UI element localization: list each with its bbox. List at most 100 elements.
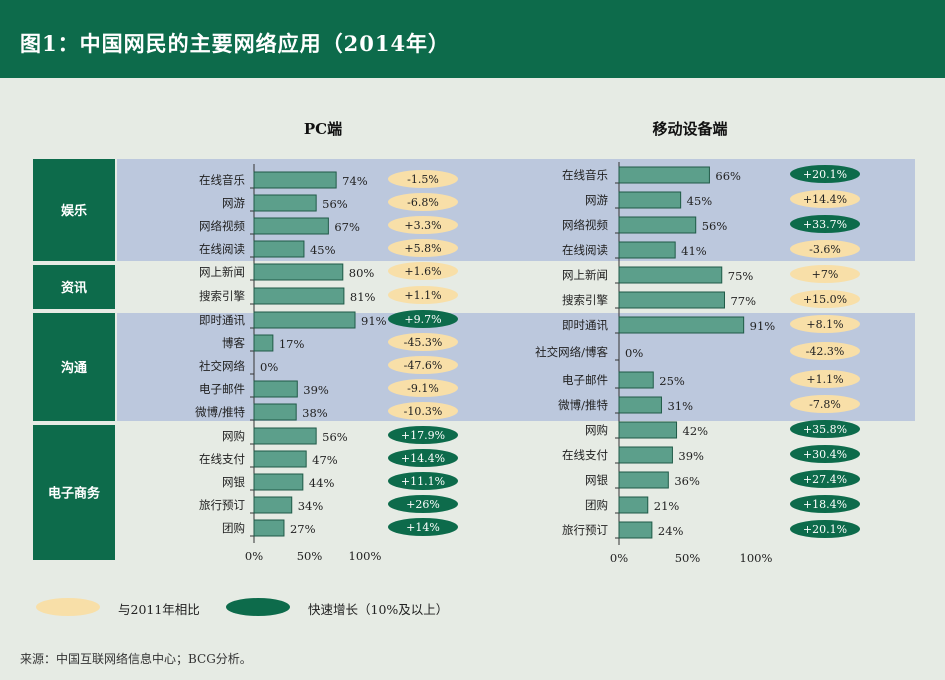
bar-value-label: 91% <box>750 319 776 333</box>
bar <box>618 241 676 259</box>
change-badge-label: +9.7% <box>404 313 441 326</box>
bar <box>618 291 725 309</box>
legend-normal-swatch <box>36 598 100 616</box>
bar-category-label: 旅行预订 <box>562 523 608 537</box>
change-badge <box>790 265 860 283</box>
change-badge-label: -9.1% <box>407 382 439 395</box>
change-badge <box>790 395 860 413</box>
change-badge-label: +18.4% <box>803 498 847 511</box>
bar-value-label: 91% <box>361 314 387 328</box>
bar-value-label: 45% <box>687 194 713 208</box>
bar-category-label: 在线音乐 <box>562 168 608 182</box>
change-badge <box>790 240 860 258</box>
bar-value-label: 45% <box>310 243 336 257</box>
change-badge-label: +20.1% <box>803 168 847 181</box>
bar-category-label: 电子邮件 <box>199 382 245 396</box>
bar-value-label: 81% <box>350 290 376 304</box>
bar <box>618 396 662 414</box>
bar-category-label: 微博/推特 <box>558 398 608 412</box>
bar-value-label: 56% <box>702 219 728 233</box>
bar-category-label: 旅行预订 <box>199 498 245 512</box>
category-box <box>33 159 115 261</box>
category-box <box>33 425 115 560</box>
bar-value-label: 39% <box>303 383 329 397</box>
bar <box>253 334 274 352</box>
x-tick-label: 0% <box>245 549 263 563</box>
bar-category-label: 博客 <box>222 336 245 350</box>
change-badge <box>790 342 860 360</box>
bar-category-label: 搜索引擎 <box>562 293 608 307</box>
change-badge-fast <box>790 420 860 438</box>
bar-value-label: 67% <box>334 220 360 234</box>
bar <box>253 473 304 491</box>
panel-title: PC端 <box>304 120 342 138</box>
bar <box>253 287 345 305</box>
bar-category-label: 在线阅读 <box>199 242 245 256</box>
bar-value-label: 42% <box>683 424 709 438</box>
band-0 <box>117 159 915 261</box>
change-badge-label: +3.3% <box>404 219 441 232</box>
change-badge-label: +14.4% <box>803 193 847 206</box>
bar-category-label: 团购 <box>222 521 245 535</box>
bar-category-label: 网游 <box>222 196 245 210</box>
chart-title: 图1：中国网民的主要网络应用（2014年） <box>20 31 451 56</box>
change-badge <box>790 370 860 388</box>
bar-value-label: 17% <box>279 337 305 351</box>
bar-value-label: 0% <box>260 360 278 374</box>
bar <box>253 427 317 445</box>
bar <box>253 403 297 421</box>
change-badge-fast <box>790 470 860 488</box>
category-label: 资讯 <box>61 280 87 296</box>
change-badge-label: +7% <box>812 268 839 281</box>
change-badge-label: +27.4% <box>803 473 847 486</box>
category-label: 沟通 <box>61 360 87 376</box>
bar-value-label: 38% <box>302 406 328 420</box>
change-badge <box>388 262 458 280</box>
category-label: 娱乐 <box>61 203 87 219</box>
change-badge <box>388 239 458 257</box>
bar-value-label: 74% <box>342 174 368 188</box>
bar-category-label: 社交网络 <box>199 359 245 373</box>
bar-value-label: 47% <box>312 453 338 467</box>
bar <box>253 217 329 235</box>
bar <box>253 496 293 514</box>
change-badge-label: +14.4% <box>401 452 445 465</box>
bar-category-label: 网购 <box>222 429 245 443</box>
header-bar: 图1：中国网民的主要网络应用（2014年） <box>0 0 945 78</box>
change-badge <box>388 216 458 234</box>
category-box <box>33 313 115 421</box>
bar <box>253 171 337 189</box>
x-tick-label: 50% <box>297 549 323 563</box>
bar <box>618 316 745 334</box>
change-badge-label: -1.5% <box>407 173 439 186</box>
bar-value-label: 31% <box>667 399 693 413</box>
bar-category-label: 团购 <box>585 498 608 512</box>
change-badge-label: -42.3% <box>806 345 845 358</box>
change-badge-fast <box>790 165 860 183</box>
change-badge-label: +1.6% <box>404 265 441 278</box>
change-badge <box>388 333 458 351</box>
x-tick-label: 50% <box>675 551 701 565</box>
change-badge-fast <box>388 518 458 536</box>
bar-value-label: 80% <box>349 266 375 280</box>
bar <box>618 496 649 514</box>
bar-value-label: 44% <box>309 476 335 490</box>
bar <box>618 421 678 439</box>
legend: 与2011年相比 快速增长（10%及以上） <box>0 594 600 622</box>
change-badge <box>388 379 458 397</box>
bar <box>618 471 669 489</box>
bar-category-label: 在线音乐 <box>199 173 245 187</box>
change-badge-label: +11.1% <box>401 475 445 488</box>
source-note: 来源：中国互联网络信息中心；BCG分析。 <box>20 652 252 666</box>
bar-value-label: 56% <box>322 430 348 444</box>
change-badge <box>388 193 458 211</box>
bar <box>618 166 710 184</box>
bar-value-label: 77% <box>730 294 756 308</box>
change-badge-label: -10.3% <box>404 405 443 418</box>
change-badge-fast <box>790 445 860 463</box>
change-badge-label: +15.0% <box>803 293 847 306</box>
bar-category-label: 电子邮件 <box>562 373 608 387</box>
bar <box>618 446 673 464</box>
bar <box>253 519 285 537</box>
